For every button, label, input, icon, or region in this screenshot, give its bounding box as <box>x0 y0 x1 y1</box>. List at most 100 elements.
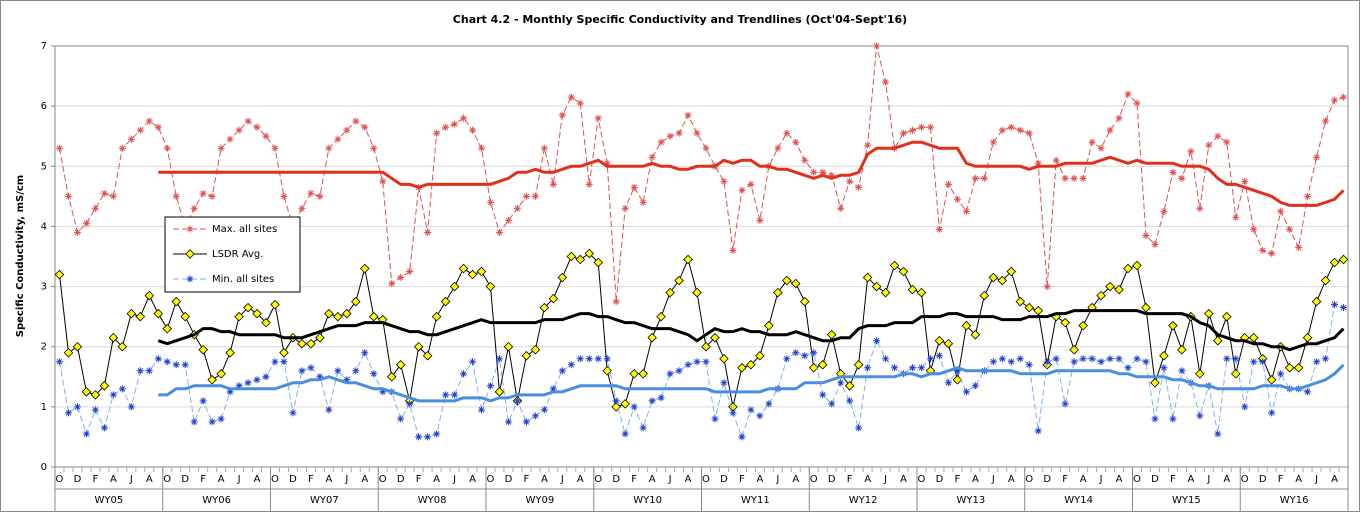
diamond-marker <box>440 296 451 307</box>
asterisk-marker <box>971 382 979 390</box>
x-tick-label: O <box>487 474 495 485</box>
group-label: WY05 <box>95 495 124 506</box>
group-label: WY10 <box>633 495 662 506</box>
asterisk-marker <box>1079 355 1087 363</box>
x-tick-label: A <box>792 474 799 485</box>
diamond-marker <box>270 299 280 310</box>
legend-marker <box>186 275 194 283</box>
asterisk-marker <box>684 111 692 119</box>
diamond-marker <box>54 269 65 280</box>
trend-line <box>158 140 1345 207</box>
diamond-marker <box>1222 311 1232 322</box>
diamond-marker <box>458 263 469 274</box>
x-tick-label: F <box>631 474 637 485</box>
asterisk-marker <box>926 355 934 363</box>
diamond-marker <box>1338 254 1349 265</box>
asterisk-marker <box>1268 409 1276 417</box>
group-label: WY11 <box>741 495 770 506</box>
asterisk-marker <box>478 406 486 414</box>
x-tick-label: O <box>163 474 171 485</box>
x-tick-label: A <box>110 474 117 485</box>
diamond-marker <box>261 317 271 328</box>
asterisk-marker <box>55 358 63 366</box>
diamond-marker <box>916 287 927 298</box>
asterisk-marker <box>917 123 925 131</box>
asterisk-marker <box>424 433 432 441</box>
diamond-marker <box>1213 335 1223 346</box>
x-tick-label: A <box>1008 474 1015 485</box>
asterisk-marker <box>549 180 557 188</box>
asterisk-marker <box>64 409 72 417</box>
asterisk-marker <box>1025 361 1033 369</box>
group-label: WY07 <box>310 495 339 506</box>
asterisk-marker <box>334 367 342 375</box>
asterisk-marker <box>163 358 171 366</box>
asterisk-marker <box>334 135 342 143</box>
asterisk-marker <box>136 367 144 375</box>
diamond-marker <box>1302 332 1313 343</box>
asterisk-marker <box>1322 117 1330 125</box>
asterisk-marker <box>1286 225 1294 233</box>
asterisk-marker <box>262 132 270 140</box>
asterisk-marker <box>244 379 252 387</box>
asterisk-marker <box>729 246 737 254</box>
diamond-marker <box>782 275 792 286</box>
diamond-marker <box>889 260 900 271</box>
asterisk-marker <box>522 192 530 200</box>
x-tick-label: A <box>1080 474 1087 485</box>
group-label: WY06 <box>202 495 231 506</box>
asterisk-marker <box>513 397 521 405</box>
asterisk-marker <box>181 361 189 369</box>
asterisk-marker <box>738 433 746 441</box>
asterisk-marker <box>1331 96 1339 104</box>
asterisk-marker <box>1259 358 1267 366</box>
asterisk-marker <box>567 93 575 101</box>
group-label: WY08 <box>418 495 447 506</box>
asterisk-marker <box>388 280 396 288</box>
asterisk-marker <box>693 129 701 137</box>
asterisk-marker <box>486 198 494 206</box>
asterisk-marker <box>316 373 324 381</box>
asterisk-marker <box>576 355 584 363</box>
asterisk-marker <box>1115 355 1123 363</box>
diamond-marker <box>521 350 532 361</box>
diamond-marker <box>1150 378 1160 388</box>
asterisk-marker <box>630 403 638 411</box>
diamond-marker <box>979 290 990 301</box>
x-tick-label: F <box>416 474 422 485</box>
x-tick-label: D <box>74 474 82 485</box>
diamond-marker <box>1033 305 1043 316</box>
diamond-marker <box>1015 296 1026 307</box>
asterisk-marker <box>702 358 710 366</box>
asterisk-marker <box>1088 138 1096 146</box>
asterisk-marker <box>1088 355 1096 363</box>
diamond-marker <box>476 266 487 277</box>
diamond-marker <box>1293 362 1304 373</box>
diamond-marker <box>485 281 496 292</box>
asterisk-marker <box>415 433 423 441</box>
diamond-marker <box>647 332 657 343</box>
asterisk-marker <box>172 192 180 200</box>
asterisk-marker <box>495 228 503 236</box>
asterisk-marker <box>1124 364 1132 372</box>
asterisk-marker <box>460 114 468 122</box>
asterisk-marker <box>208 418 216 426</box>
asterisk-marker <box>172 361 180 369</box>
diamond-marker <box>665 287 675 298</box>
x-tick-label: A <box>218 474 225 485</box>
x-tick-label: O <box>56 474 64 485</box>
diamond-marker <box>755 350 765 361</box>
asterisk-marker <box>720 177 728 185</box>
asterisk-marker <box>1097 358 1105 366</box>
x-tick-label: A <box>361 474 368 485</box>
asterisk-marker <box>217 415 225 423</box>
diamond-marker <box>243 302 253 313</box>
diamond-marker <box>719 353 729 364</box>
asterisk-marker <box>1250 358 1258 366</box>
x-tick-label: A <box>972 474 979 485</box>
diamond-marker <box>1248 332 1259 343</box>
diamond-marker <box>1320 275 1331 286</box>
asterisk-marker <box>1340 304 1348 312</box>
y-tick-label: 2 <box>41 342 47 353</box>
